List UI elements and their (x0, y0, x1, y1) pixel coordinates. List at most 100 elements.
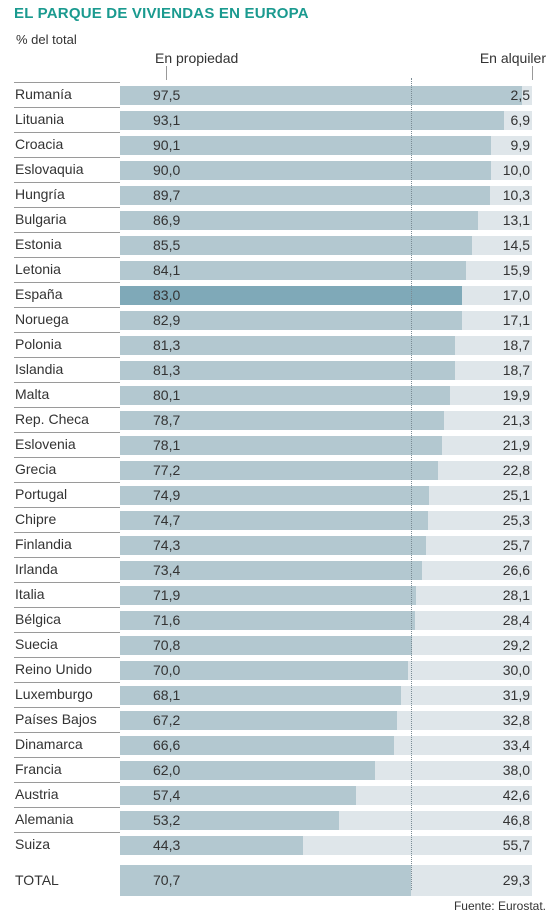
country-label: Lituania (15, 111, 65, 127)
own-bar (120, 561, 423, 580)
own-header-tick (166, 66, 167, 80)
rent-value-label: 25,1 (502, 487, 530, 503)
country-label: Croacia (15, 136, 64, 152)
own-value-label: 77,2 (153, 462, 181, 478)
country-row: Eslovenia 78,1 21,9 (0, 432, 560, 457)
rent-value-label: 29,3 (502, 872, 530, 888)
row-rule (14, 157, 120, 158)
country-row: Italia 71,9 28,1 (0, 582, 560, 607)
own-value-label: 68,1 (153, 687, 181, 703)
country-label: Austria (15, 786, 59, 802)
rent-value-label: 14,5 (502, 237, 530, 253)
own-bar (120, 436, 442, 455)
chart-title: EL PARQUE DE VIVIENDAS EN EUROPA (14, 5, 309, 22)
own-bar (120, 486, 429, 505)
row-rule (14, 257, 120, 258)
country-label: España (15, 286, 63, 302)
rent-value-label: 21,3 (502, 412, 530, 428)
rent-value-label: 17,1 (502, 312, 530, 328)
row-rule (14, 607, 120, 608)
own-bar (120, 661, 409, 680)
country-label: Suiza (15, 836, 51, 852)
own-bar (120, 236, 473, 255)
own-value-label: 81,3 (153, 337, 181, 353)
row-rule (14, 82, 120, 83)
rent-value-label: 17,0 (502, 287, 530, 303)
country-label: TOTAL (15, 872, 59, 888)
country-label: Bulgaria (15, 211, 67, 227)
country-label: Portugal (15, 486, 68, 502)
country-label: Eslovenia (15, 436, 76, 452)
country-label: Irlanda (15, 561, 58, 577)
rent-value-label: 33,4 (502, 737, 530, 753)
rent-value-label: 22,8 (502, 462, 530, 478)
country-row: Portugal 74,9 25,1 (0, 482, 560, 507)
own-value-label: 44,3 (153, 837, 181, 853)
own-column-header: En propiedad (155, 50, 239, 66)
own-value-label: 53,2 (153, 812, 181, 828)
own-bar (120, 761, 376, 780)
country-row: Austria 57,4 42,6 (0, 782, 560, 807)
own-value-label: 70,0 (153, 662, 181, 678)
own-value-label: 74,3 (153, 537, 181, 553)
row-rule (14, 532, 120, 533)
row-rule (14, 382, 120, 383)
own-bar (120, 286, 462, 305)
row-rule (14, 757, 120, 758)
rent-value-label: 28,4 (502, 612, 530, 628)
own-value-label: 90,0 (153, 162, 181, 178)
own-value-label: 93,1 (153, 112, 181, 128)
own-bar (120, 786, 357, 805)
rent-value-label: 25,7 (502, 537, 530, 553)
country-label: Islandia (15, 361, 64, 377)
row-rule (14, 282, 120, 283)
country-label: Noruega (15, 311, 69, 327)
rent-value-label: 21,9 (502, 437, 530, 453)
row-rule (14, 632, 120, 633)
rent-value-label: 46,8 (502, 812, 530, 828)
country-row: Noruega 82,9 17,1 (0, 307, 560, 332)
own-value-label: 71,9 (153, 587, 181, 603)
rent-header-tick (532, 66, 533, 80)
row-rule (14, 682, 120, 683)
rent-value-label: 2,5 (510, 87, 530, 103)
country-label: Rumanía (15, 86, 72, 102)
own-bar (120, 261, 467, 280)
row-rule (14, 357, 120, 358)
own-value-label: 73,4 (153, 562, 181, 578)
country-label: Suecia (15, 636, 58, 652)
country-row: Suecia 70,8 29,2 (0, 632, 560, 657)
country-label: Bélgica (15, 611, 61, 627)
country-label: Chipre (15, 511, 57, 527)
own-value-label: 62,0 (153, 762, 181, 778)
country-row: Chipre 74,7 25,3 (0, 507, 560, 532)
rent-value-label: 28,1 (502, 587, 530, 603)
country-label: Reino Unido (15, 661, 93, 677)
country-row: Hungría 89,7 10,3 (0, 182, 560, 207)
country-label: Malta (15, 386, 50, 402)
country-row: Luxemburgo 68,1 31,9 (0, 682, 560, 707)
rent-value-label: 26,6 (502, 562, 530, 578)
row-rule (14, 232, 120, 233)
row-rule (14, 507, 120, 508)
country-row: Rep. Checa 78,7 21,3 (0, 407, 560, 432)
own-value-label: 85,5 (153, 237, 181, 253)
rent-value-label: 42,6 (502, 787, 530, 803)
country-row: Irlanda 73,4 26,6 (0, 557, 560, 582)
row-rule (14, 557, 120, 558)
country-row: Rumanía 97,5 2,5 (0, 82, 560, 107)
own-bar (120, 711, 397, 730)
row-rule (14, 782, 120, 783)
country-label: Italia (15, 586, 45, 602)
country-label: Luxemburgo (15, 686, 93, 702)
own-value-label: 89,7 (153, 187, 181, 203)
own-bar (120, 411, 445, 430)
own-bar (120, 111, 504, 130)
rent-value-label: 18,7 (502, 362, 530, 378)
own-bar (120, 386, 450, 405)
row-rule (14, 807, 120, 808)
country-row: Reino Unido 70,0 30,0 (0, 657, 560, 682)
country-row: Bulgaria 86,9 13,1 (0, 207, 560, 232)
row-rule (14, 132, 120, 133)
own-bar (120, 636, 412, 655)
